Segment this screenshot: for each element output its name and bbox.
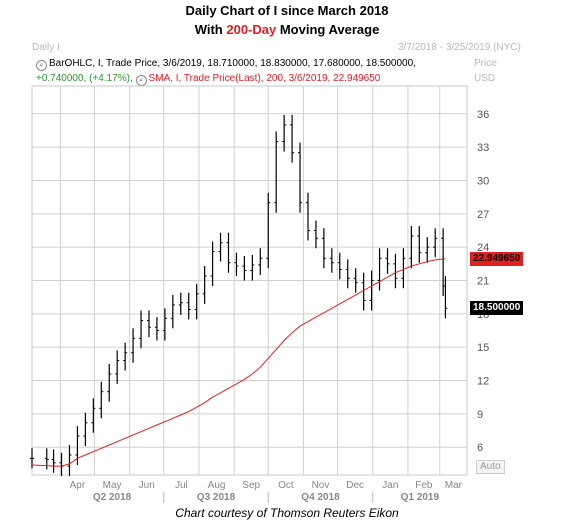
axis-unit: USD (474, 73, 496, 84)
axis-title: Price (474, 58, 497, 69)
y-tick-label: 15 (477, 342, 489, 354)
month-label: Apr (70, 480, 86, 491)
month-label: Mar (445, 480, 463, 491)
month-label: Jun (139, 480, 155, 491)
y-tick-label: 6 (477, 442, 483, 454)
search-icon[interactable]: ⌕ (36, 60, 47, 71)
auto-button[interactable]: Auto (476, 460, 505, 474)
month-label: Jan (382, 480, 398, 491)
date-range: 3/7/2018 - 3/25/2019 (NYC) (398, 42, 521, 53)
last-price-tag: 18.500000 (470, 301, 524, 316)
quarter-label: Q3 2018 (197, 492, 236, 503)
month-label: Aug (208, 480, 226, 491)
subtitle-highlight: 200-Day (226, 22, 277, 37)
month-label: Nov (312, 480, 330, 491)
chart-subtitle: With 200-Day Moving Average (0, 22, 574, 37)
quarter-label: Q2 2018 (93, 492, 132, 503)
y-tick-label: 9 (477, 409, 483, 421)
legend-change: +0.740000, (+4.17%), (36, 73, 133, 84)
y-tick-label: 21 (477, 276, 489, 288)
month-label: Dec (346, 480, 364, 491)
legend-ohlc-text: BarOHLC, I, Trade Price, 3/6/2019, 18.71… (49, 58, 416, 69)
y-tick-label: 24 (477, 242, 489, 254)
subtitle-post: Moving Average (276, 22, 380, 37)
month-label: May (103, 480, 122, 491)
quarter-label: Q4 2018 (301, 492, 340, 503)
legend-ohlc[interactable]: ⌕ BarOHLC, I, Trade Price, 3/6/2019, 18.7… (36, 58, 416, 71)
month-label: Oct (278, 480, 294, 491)
y-tick-label: 30 (477, 175, 489, 187)
legend-sma-text: SMA, I, Trade Price(Last), 200, 3/6/2019… (148, 73, 381, 84)
y-tick-label: 36 (477, 109, 489, 121)
quarter-label: Q1 2019 (401, 492, 440, 503)
sma-price-tag: 22.949650 (470, 251, 524, 266)
y-tick-label: 12 (477, 376, 489, 388)
chart-caption: Chart courtesy of Thomson Reuters Eikon (175, 506, 399, 520)
month-label: Feb (415, 480, 433, 491)
sma-line (31, 258, 446, 467)
period-label: Daily I (32, 42, 60, 53)
chart-title: Daily Chart of I since March 2018 (185, 3, 389, 18)
subtitle-pre: With (194, 22, 227, 37)
month-label: Sep (242, 480, 260, 491)
y-tick-label: 27 (477, 209, 489, 221)
y-tick-label: 33 (477, 142, 489, 154)
month-label: Jul (175, 480, 188, 491)
